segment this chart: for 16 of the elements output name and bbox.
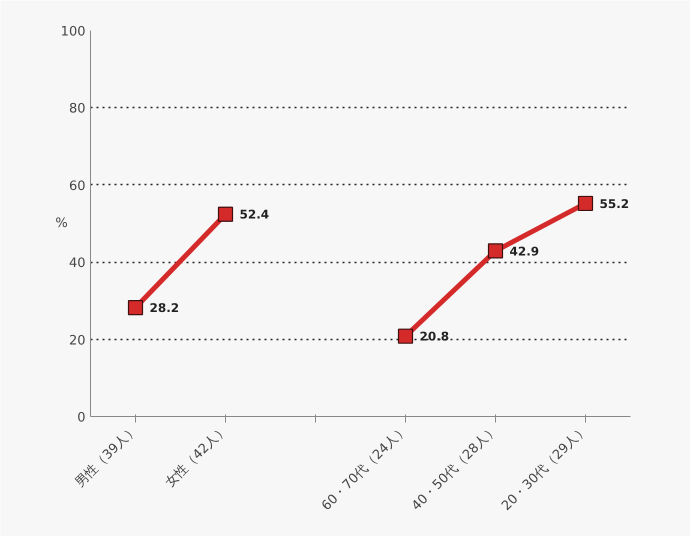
y-tick-label: 60 [68,178,86,194]
point [218,206,234,222]
point [128,300,144,316]
data-label: 42.9 [510,244,540,258]
y-tick-label: 20 [68,333,86,348]
point [578,196,594,212]
data-label: 52.4 [240,208,270,222]
data-label: 28.2 [150,301,180,316]
point [398,328,414,344]
x-tick-label: 女性（42人） [162,422,231,490]
y-tick-label: 40 [68,256,86,272]
y-tick-label: 80 [68,102,86,117]
y-tick-label: 100 [60,24,86,40]
data-label: 55.2 [600,196,630,211]
point [488,243,504,259]
y-axis-title: % [55,216,68,231]
